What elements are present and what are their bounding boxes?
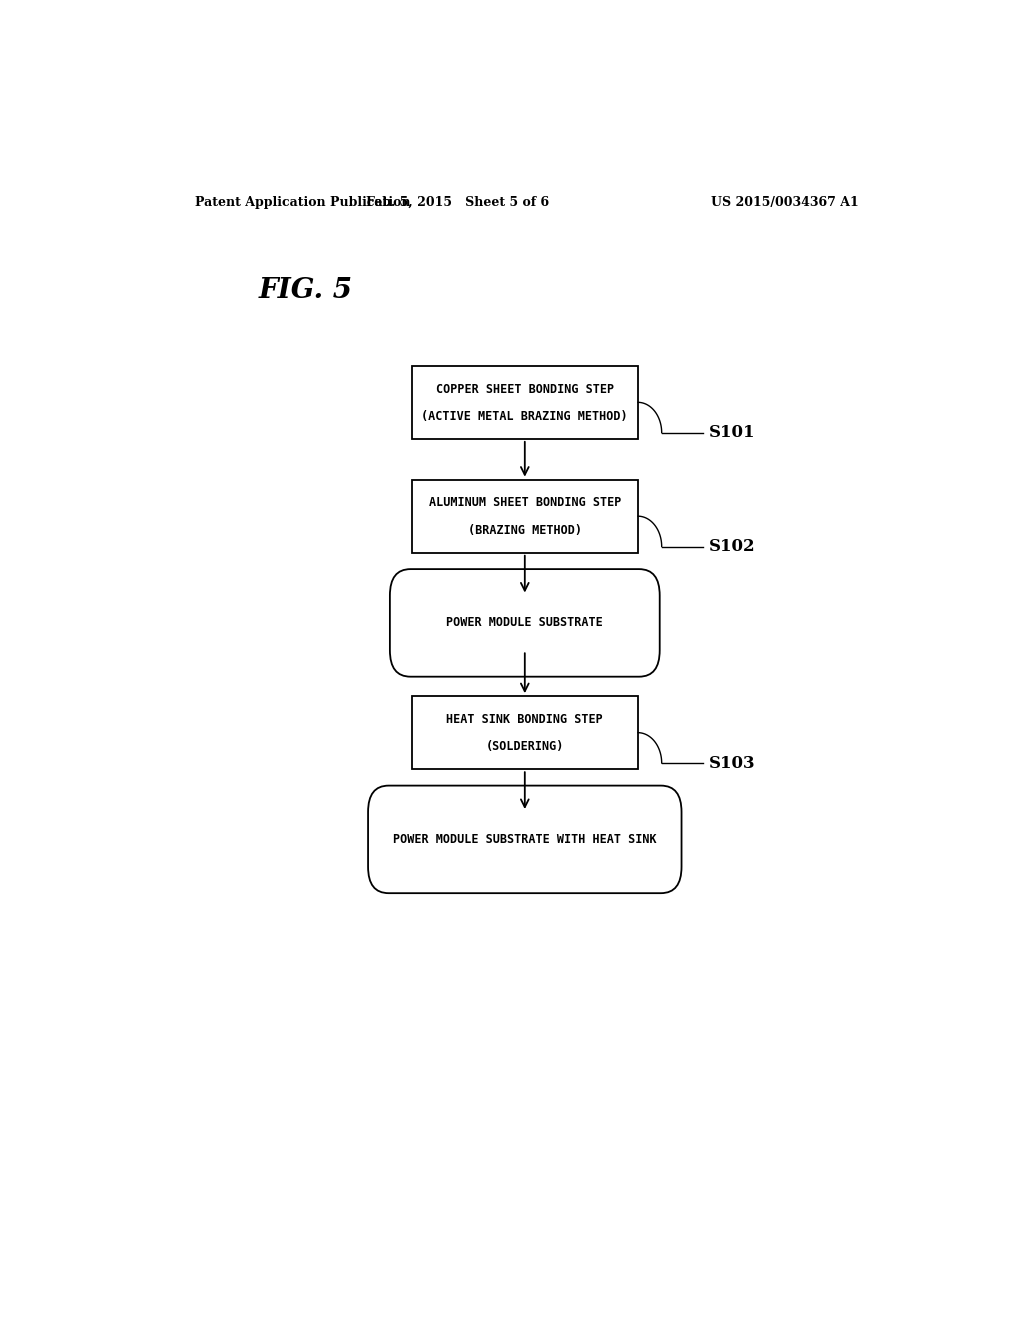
Text: COPPER SHEET BONDING STEP: COPPER SHEET BONDING STEP — [436, 383, 613, 396]
Text: POWER MODULE SUBSTRATE: POWER MODULE SUBSTRATE — [446, 616, 603, 630]
Text: HEAT SINK BONDING STEP: HEAT SINK BONDING STEP — [446, 713, 603, 726]
Text: ALUMINUM SHEET BONDING STEP: ALUMINUM SHEET BONDING STEP — [429, 496, 621, 510]
FancyBboxPatch shape — [368, 785, 682, 894]
Text: US 2015/0034367 A1: US 2015/0034367 A1 — [712, 195, 859, 209]
Text: S102: S102 — [710, 539, 756, 556]
Text: S101: S101 — [710, 424, 756, 441]
Text: (BRAZING METHOD): (BRAZING METHOD) — [468, 524, 582, 537]
FancyBboxPatch shape — [412, 696, 638, 770]
FancyBboxPatch shape — [390, 569, 659, 677]
Text: Feb. 5, 2015   Sheet 5 of 6: Feb. 5, 2015 Sheet 5 of 6 — [366, 195, 549, 209]
Text: (ACTIVE METAL BRAZING METHOD): (ACTIVE METAL BRAZING METHOD) — [422, 411, 628, 424]
Text: FIG. 5: FIG. 5 — [259, 277, 353, 304]
Text: (SOLDERING): (SOLDERING) — [485, 741, 564, 754]
FancyBboxPatch shape — [412, 479, 638, 553]
Text: POWER MODULE SUBSTRATE WITH HEAT SINK: POWER MODULE SUBSTRATE WITH HEAT SINK — [393, 833, 656, 846]
Text: S103: S103 — [710, 755, 756, 772]
FancyBboxPatch shape — [412, 366, 638, 440]
Text: Patent Application Publication: Patent Application Publication — [196, 195, 411, 209]
